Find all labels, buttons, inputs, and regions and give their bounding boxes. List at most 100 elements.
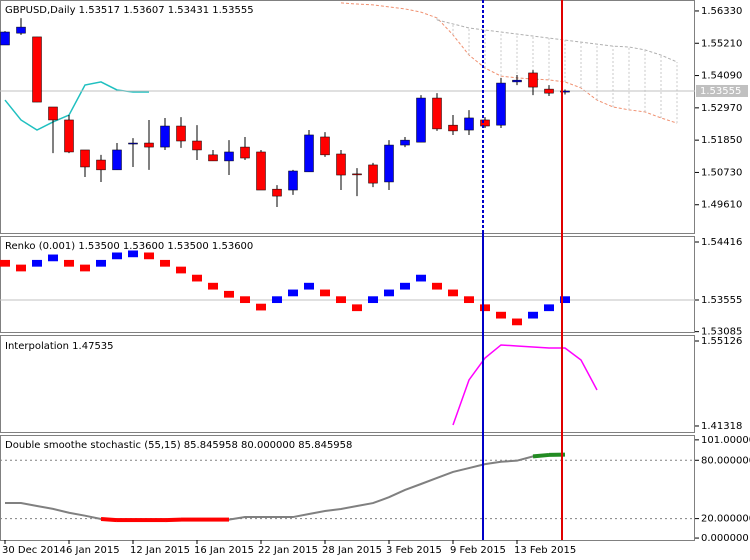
renko-brick [464, 296, 474, 304]
x-tick-label: 3 Feb 2015 [386, 545, 442, 556]
renko-brick [368, 296, 378, 304]
candle-body [448, 124, 458, 132]
renko-brick [432, 282, 442, 290]
renko-brick [160, 259, 170, 267]
renko-brick [400, 282, 410, 290]
candle-body [224, 151, 234, 162]
candle-body [560, 90, 570, 93]
renko-brick [512, 318, 522, 326]
renko-brick [272, 296, 282, 304]
renko-brick [528, 311, 538, 319]
renko-brick [288, 289, 298, 297]
candle-body [320, 136, 330, 156]
x-tick-label: 16 Jan 2015 [194, 545, 254, 556]
y-tick-label: 20.000000 [701, 514, 750, 525]
y-tick-label: 1.52970 [701, 103, 742, 114]
stochastic-title: Double smoothe stochastic (55,15) 85.845… [5, 440, 352, 451]
y-tick-label: 1.41318 [701, 421, 742, 432]
renko-brick [256, 303, 266, 311]
x-tick-label: 6 Jan 2015 [66, 545, 120, 556]
renko-brick [240, 296, 250, 304]
candle-body [32, 36, 42, 103]
y-tick-label: 80.000000 [701, 455, 750, 466]
renko-brick [384, 289, 394, 297]
renko-brick [128, 250, 138, 258]
candle-body [352, 173, 362, 176]
indicator-line [436, 19, 678, 63]
renko-panel-frame [0, 236, 695, 333]
signal-segment [100, 517, 118, 523]
candle-body [240, 146, 250, 159]
candle-body [128, 142, 138, 145]
renko-brick [32, 259, 42, 267]
candle-body [528, 72, 538, 88]
candle-body [464, 117, 474, 131]
candle-body [400, 139, 410, 146]
x-tick-label: 30 Dec 2014 [2, 545, 66, 556]
candle-body [96, 159, 106, 171]
candle-body [48, 106, 58, 121]
renko-brick [560, 296, 570, 304]
candle-body [336, 153, 346, 176]
indicator-line [340, 2, 678, 124]
y-tick-label: 1.54416 [701, 237, 742, 248]
candle-body [496, 82, 506, 126]
candle-body [368, 164, 378, 184]
renko-brick [80, 264, 90, 272]
y-tick-label: 1.53555 [701, 295, 742, 306]
renko-brick [496, 311, 506, 319]
candle-body [256, 151, 266, 191]
candle-body [176, 125, 186, 142]
candle-body [112, 149, 122, 171]
candle-body [144, 142, 154, 148]
signal-segment [532, 452, 550, 459]
main-title: GBPUSD,Daily 1.53517 1.53607 1.53431 1.5… [5, 5, 254, 16]
candle-body [384, 144, 394, 183]
y-tick-label: 1.55210 [701, 38, 742, 49]
x-tick-label: 12 Jan 2015 [130, 545, 190, 556]
y-tick-label: 0.000000 [701, 533, 749, 544]
renko-brick [416, 274, 426, 282]
renko-brick [304, 282, 314, 290]
candle-body [480, 119, 490, 127]
renko-brick [480, 304, 490, 312]
renko-brick [112, 252, 122, 260]
candle-body [272, 188, 282, 197]
y-tick-label: 1.49610 [701, 200, 742, 211]
stochastic-panel-frame [0, 435, 695, 541]
y-tick-label: 1.56330 [701, 6, 742, 17]
interpolation-line [452, 344, 598, 426]
renko-brick [192, 274, 202, 282]
renko-brick [224, 290, 234, 298]
renko-brick [64, 259, 74, 267]
x-tick-label: 28 Jan 2015 [322, 545, 382, 556]
renko-brick [144, 252, 154, 260]
candle-body [304, 134, 314, 173]
price-label: 1.53555 [700, 86, 741, 97]
renko-brick [48, 254, 58, 262]
candle-body [432, 97, 442, 130]
renko-brick [208, 282, 218, 290]
x-tick-label: 22 Jan 2015 [258, 545, 318, 556]
x-tick-label: 13 Feb 2015 [514, 545, 576, 556]
candle-body [512, 79, 522, 83]
y-tick-label: 1.51850 [701, 135, 742, 146]
y-tick-label: 1.54090 [701, 71, 742, 82]
y-tick-label: 1.53085 [701, 327, 742, 338]
candle-body [160, 125, 170, 148]
renko-brick [336, 296, 346, 304]
renko-brick [0, 259, 10, 267]
candle-body [288, 170, 298, 191]
renko-brick [96, 259, 106, 267]
interpolation-panel-frame [0, 335, 695, 433]
stochastic-line [5, 453, 566, 522]
renko-brick [544, 304, 554, 312]
y-tick-label: 1.50730 [701, 167, 742, 178]
renko-brick [320, 289, 330, 297]
y-tick-label: 101.000000 [701, 435, 750, 446]
candle-body [208, 154, 218, 162]
renko-title: Renko (0.001) 1.53500 1.53600 1.53500 1.… [5, 241, 253, 252]
candle-body [416, 97, 426, 143]
